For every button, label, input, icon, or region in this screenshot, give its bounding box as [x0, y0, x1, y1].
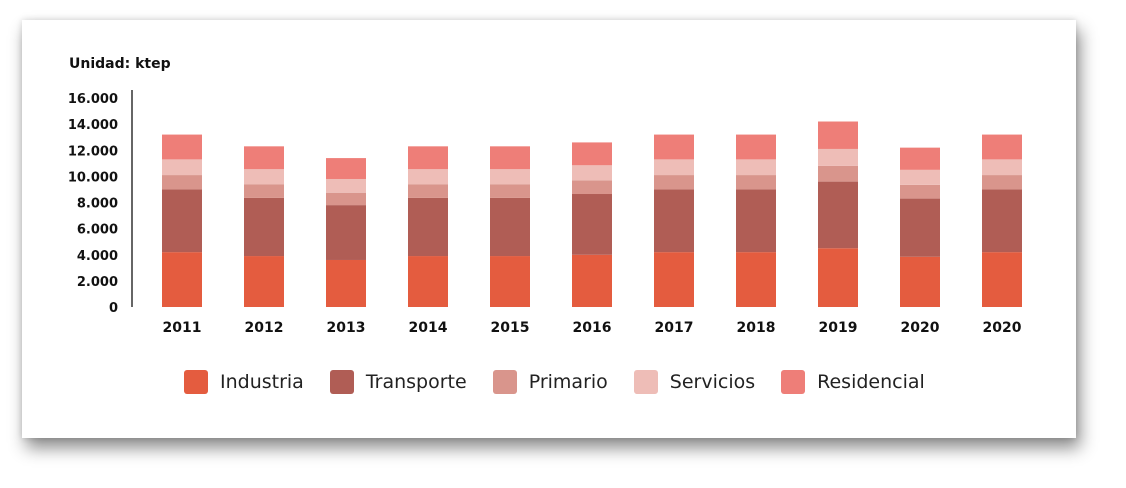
legend-label-industria: Industria: [220, 371, 304, 393]
legend-label-residencial: Residencial: [817, 371, 925, 393]
legend-label-transporte: Transporte: [365, 371, 467, 393]
bar-segment-residencial-2020: [900, 147, 940, 170]
x-tick-label: 2013: [327, 320, 366, 336]
bar-segment-residencial-2016: [572, 142, 612, 166]
unit-label: Unidad: ktep: [69, 56, 171, 72]
y-tick-label: 0: [109, 301, 118, 316]
bar-segment-servicios-2019: [818, 148, 858, 166]
bar-segment-servicios-2012: [244, 169, 284, 185]
y-tick-label: 16.000: [68, 92, 118, 107]
x-tick-label: 2019: [819, 320, 858, 336]
bar-segment-transporte-2012: [244, 197, 284, 257]
y-tick-label: 8.000: [77, 197, 118, 212]
chart-card: Unidad: ktep 0 2.000 4.000 6.000 8.000 10.000…: [22, 20, 1076, 438]
x-tick-label: 2017: [655, 320, 694, 336]
bar-segment-transporte-2016: [572, 194, 612, 255]
y-tick-label: 6.000: [77, 223, 118, 238]
bar-segment-servicios-2013: [326, 178, 366, 193]
bar-segment-primario-2017: [654, 175, 694, 190]
legend-label-servicios: Servicios: [669, 371, 756, 393]
bar-segment-primario-2016: [572, 180, 612, 195]
y-tick-label: 12.000: [68, 144, 118, 159]
bar-segment-residencial-2013: [326, 158, 366, 179]
x-tick-label: 2014: [409, 320, 448, 336]
bar-segment-primario-2011: [162, 175, 202, 190]
bar-segment-industria-2014: [408, 256, 448, 307]
bar-segment-industria-2012: [244, 256, 284, 307]
bar-segment-industria-2015: [490, 256, 530, 307]
bar-segment-servicios-2015: [490, 169, 530, 185]
bar-segment-primario-2018: [736, 175, 776, 190]
bar-segment-industria-2013: [326, 259, 366, 307]
bar-segment-residencial-2011: [162, 134, 202, 160]
legend-item-primario: Primario: [492, 370, 608, 394]
bar-segment-industria-2019: [818, 248, 858, 307]
bar-segment-industria-2020: [982, 252, 1022, 307]
bars-group: [162, 121, 1022, 307]
bar-segment-residencial-2017: [654, 134, 694, 160]
bar-segment-primario-2013: [326, 192, 366, 206]
bar-segment-industria-2017: [654, 252, 694, 307]
legend-swatch-transporte: [329, 370, 354, 394]
legend-label-primario: Primario: [528, 371, 608, 393]
legend-item-residencial: Residencial: [781, 370, 925, 394]
x-tick-label: 2018: [737, 320, 776, 336]
legend-item-industria: Industria: [184, 370, 304, 394]
y-tick-label: 14.000: [68, 118, 118, 133]
bar-segment-transporte-2020: [982, 189, 1022, 253]
bar-segment-servicios-2016: [572, 165, 612, 181]
bar-segment-residencial-2015: [490, 146, 530, 170]
bar-segment-servicios-2017: [654, 159, 694, 176]
y-tick-label: 10.000: [68, 170, 118, 185]
bar-segment-industria-2018: [736, 252, 776, 307]
x-tick-label: 2012: [245, 320, 284, 336]
bar-segment-servicios-2020: [900, 169, 940, 185]
legend-swatch-industria: [184, 370, 208, 394]
bar-segment-transporte-2018: [736, 189, 776, 253]
bar-segment-transporte-2019: [818, 181, 858, 249]
y-tick-label: 4.000: [77, 249, 118, 264]
bar-segment-servicios-2011: [162, 159, 202, 176]
legend-swatch-residencial: [781, 370, 806, 394]
x-tick-label: 2016: [573, 320, 612, 336]
bar-segment-residencial-2018: [736, 134, 776, 160]
bar-segment-residencial-2020: [982, 134, 1022, 160]
legend-item-servicios: Servicios: [633, 370, 756, 394]
legend-item-transporte: Transporte: [329, 370, 467, 394]
x-axis-ticks: 2011 2012 2013 2014 2015 2016 2017 2018 2019 2020…: [163, 320, 1022, 336]
bar-segment-primario-2019: [818, 165, 858, 182]
bar-segment-transporte-2017: [654, 189, 694, 253]
bar-segment-transporte-2014: [408, 197, 448, 257]
legend-swatch-primario: [492, 370, 517, 394]
bar-segment-servicios-2020: [982, 159, 1022, 176]
legend: Industria Transporte Primario Servicios …: [184, 370, 925, 394]
bar-segment-residencial-2019: [818, 121, 858, 149]
bar-segment-transporte-2013: [326, 205, 366, 260]
bar-segment-industria-2016: [572, 254, 612, 307]
bar-segment-primario-2014: [408, 184, 448, 198]
bar-segment-servicios-2018: [736, 159, 776, 176]
bar-segment-industria-2011: [162, 252, 202, 307]
bar-segment-primario-2020: [982, 175, 1022, 190]
x-tick-label: 2015: [491, 320, 530, 336]
bar-segment-primario-2020: [900, 184, 940, 199]
bar-segment-transporte-2015: [490, 197, 530, 257]
bar-segment-residencial-2014: [408, 146, 448, 170]
y-tick-label: 2.000: [77, 275, 118, 290]
bar-segment-primario-2015: [490, 184, 530, 198]
bar-segment-primario-2012: [244, 184, 284, 198]
bar-segment-transporte-2020: [900, 198, 940, 257]
bar-segment-servicios-2014: [408, 169, 448, 185]
stacked-bar-chart: Unidad: ktep 0 2.000 4.000 6.000 8.000 10.000…: [68, 56, 1022, 336]
x-tick-label: 2011: [163, 320, 202, 336]
bar-segment-residencial-2012: [244, 146, 284, 170]
x-tick-label: 2020: [901, 320, 940, 336]
y-axis-ticks: 0 2.000 4.000 6.000 8.000 10.000 12.000 14.000 1…: [68, 92, 118, 316]
bar-segment-industria-2020: [900, 256, 940, 307]
bar-segment-transporte-2011: [162, 189, 202, 253]
x-tick-label: 2020: [983, 320, 1022, 336]
legend-swatch-servicios: [633, 370, 658, 394]
